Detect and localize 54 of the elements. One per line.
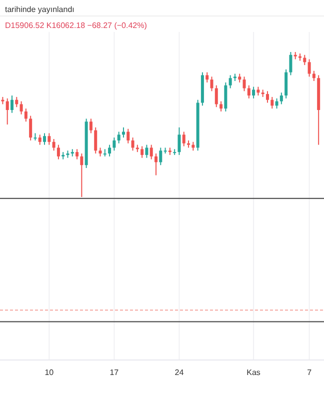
- candlestick: [112, 137, 116, 152]
- x-tick-label: 24: [174, 368, 184, 377]
- candlestick: [24, 108, 28, 122]
- candlestick: [159, 147, 162, 166]
- candlestick: [94, 126, 98, 154]
- candlestick: [76, 148, 79, 160]
- candlestick: [224, 82, 228, 112]
- candlestick: [252, 86, 256, 99]
- candlestick: [52, 138, 56, 152]
- x-tick-label: Kas: [246, 368, 260, 377]
- x-tick-label: 7: [307, 368, 312, 377]
- candlestick: [38, 134, 42, 146]
- candlestick: [34, 132, 37, 141]
- candlestick: [20, 100, 23, 115]
- candlestick: [266, 90, 269, 104]
- candlestick: [280, 92, 283, 105]
- candlestick: [140, 146, 144, 158]
- candlestick: [275, 98, 278, 110]
- candlestick: [242, 76, 246, 92]
- candlestick: [15, 96, 18, 108]
- candlestick: [29, 115, 32, 141]
- x-tick-label: 10: [44, 368, 54, 377]
- candlestick: [131, 137, 134, 152]
- candlestick: [145, 144, 148, 158]
- candlestick: [80, 153, 84, 198]
- candlestick: [308, 58, 311, 78]
- chart-title: tarihinde yayınlandı: [5, 5, 74, 14]
- candlestick: [6, 98, 9, 125]
- candlestick: [178, 126, 181, 156]
- candlestick: [284, 68, 288, 99]
- candlestick: [154, 153, 158, 176]
- candlestick: [56, 144, 60, 160]
- candlestick: [150, 144, 153, 160]
- chart-subtitle: D15906.52 K16062.18 −68.27 (−0.42%): [5, 21, 148, 30]
- candlestick: [10, 95, 14, 114]
- candlestick: [89, 118, 92, 134]
- candlestick: [312, 70, 316, 82]
- candlestick: [182, 131, 186, 147]
- candlestick: [43, 132, 46, 146]
- candlestick: [270, 96, 274, 110]
- candlestick: [303, 54, 306, 66]
- candlestick: [210, 76, 214, 92]
- candlestick: [214, 84, 218, 108]
- candlestick: [126, 128, 130, 144]
- candlestick: [206, 72, 209, 83]
- candlestick: [108, 144, 112, 157]
- x-tick-label: 17: [110, 368, 120, 377]
- candlestick: [228, 74, 232, 89]
- candlestick: [220, 100, 223, 112]
- candlestick: [48, 132, 51, 146]
- candlestick: [103, 148, 106, 157]
- candlestick: [247, 84, 250, 99]
- candlestick: [289, 52, 292, 76]
- candlestick: [117, 131, 120, 144]
